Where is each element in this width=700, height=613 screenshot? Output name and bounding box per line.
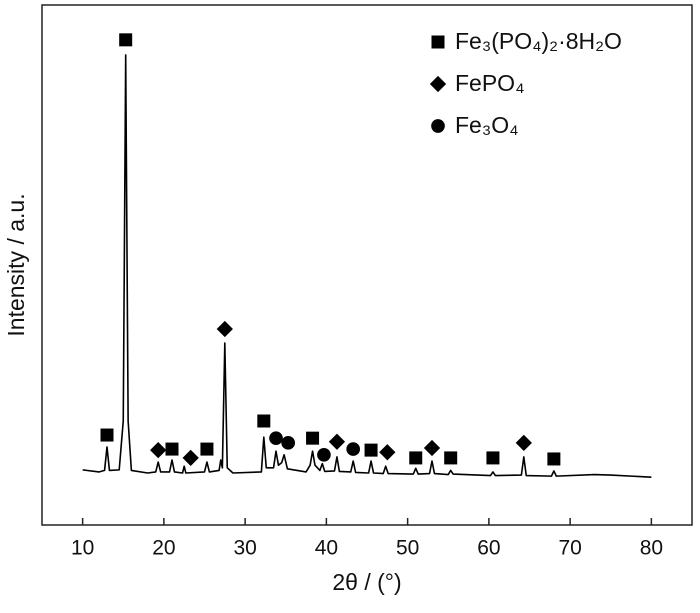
x-tick-label: 10 [71,537,94,560]
phase-marker [281,436,296,450]
phase-marker [317,447,331,462]
phase-marker [423,439,441,457]
legend-symbol [431,35,445,49]
legend-label: FePO₄ [455,70,524,96]
x-tick-label: 20 [152,537,175,560]
y-axis-label: Intensity / a.u. [3,193,29,336]
phase-marker [100,428,114,442]
plot-frame [41,4,693,526]
legend-label: Fe₃(PO₄)₂·8H₂O [455,28,622,54]
x-tick-label: 60 [477,537,500,560]
x-tick-label: 50 [396,537,419,560]
phase-marker [119,33,133,47]
phase-marker [165,442,179,456]
phase-marker [200,442,214,456]
phase-marker [547,452,561,466]
x-axis-label: 2θ / (°) [332,569,401,595]
phase-marker [409,451,423,465]
legend-symbol [429,75,447,93]
x-tick-label: 30 [233,537,256,560]
legend-label: Fe₃O₄ [455,112,519,138]
phase-marker [486,451,500,465]
x-tick-label: 40 [315,537,338,560]
phase-marker [444,451,458,465]
phase-marker [379,444,396,461]
phase-marker [269,431,283,445]
legend-symbol [431,119,445,133]
phase-marker [346,442,361,456]
phase-marker [257,414,271,428]
phase-marker [306,431,320,445]
phase-marker [364,443,378,457]
x-tick-label: 80 [640,537,663,560]
phase-marker [328,433,346,450]
phase-marker [515,434,532,451]
phase-marker [182,449,199,467]
x-tick-label: 70 [558,537,581,560]
phase-marker [150,441,167,459]
phase-marker [216,320,233,338]
xrd-curve [82,54,652,478]
